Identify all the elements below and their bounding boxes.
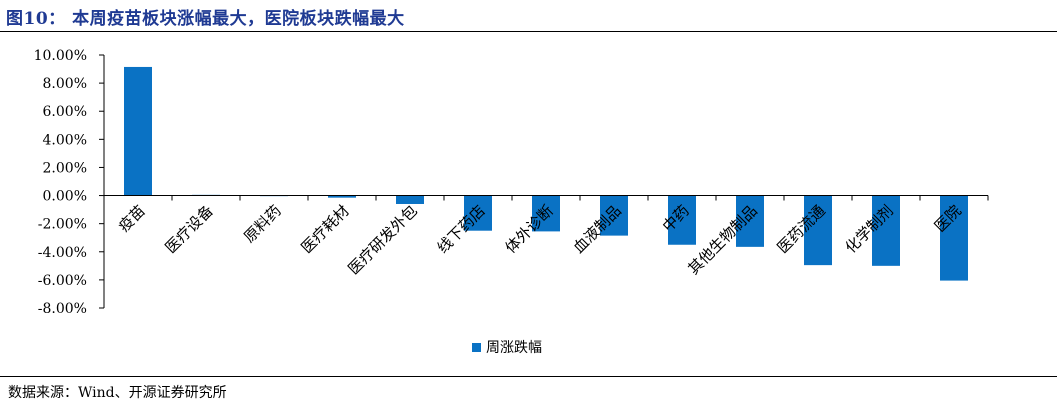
y-tick-label: -4.00% (38, 245, 87, 261)
bar (872, 195, 900, 266)
bar (396, 195, 424, 204)
bar (532, 195, 560, 232)
bar (464, 195, 492, 231)
y-tick-label: 6.00% (43, 104, 87, 120)
bar (804, 195, 832, 266)
y-tick-label: -6.00% (38, 273, 87, 289)
bar (328, 195, 356, 198)
bar (668, 195, 696, 245)
figure-title: 图10： 本周疫苗板块涨幅最大，医院板块跌幅最大 (6, 9, 405, 29)
bar (736, 195, 764, 247)
bar (600, 195, 628, 236)
x-category-label: 疫苗 (115, 202, 149, 236)
legend-swatch (472, 342, 481, 352)
y-tick-label: -8.00% (38, 301, 87, 317)
bar (940, 195, 968, 281)
y-tick-label: 4.00% (43, 132, 87, 148)
bar (124, 66, 152, 196)
y-tick-label: 2.00% (43, 160, 87, 176)
x-category-label: 医疗研发外包 (344, 202, 420, 278)
bottom-rule (0, 376, 1057, 377)
legend: 周涨跌幅 (472, 337, 542, 357)
top-rule (0, 31, 1057, 32)
y-tick-label: 0.00% (43, 189, 87, 205)
x-category-label: 原料药 (240, 202, 285, 247)
y-tick-label: 8.00% (43, 76, 87, 92)
y-tick-label: 10.00% (34, 48, 87, 64)
source-note: 数据来源：Wind、开源证券研究所 (8, 385, 227, 401)
x-category-label: 医疗设备 (162, 202, 217, 257)
legend-label: 周涨跌幅 (486, 340, 542, 356)
y-tick-label: -2.00% (38, 217, 87, 233)
x-category-label: 医疗耗材 (298, 202, 353, 257)
